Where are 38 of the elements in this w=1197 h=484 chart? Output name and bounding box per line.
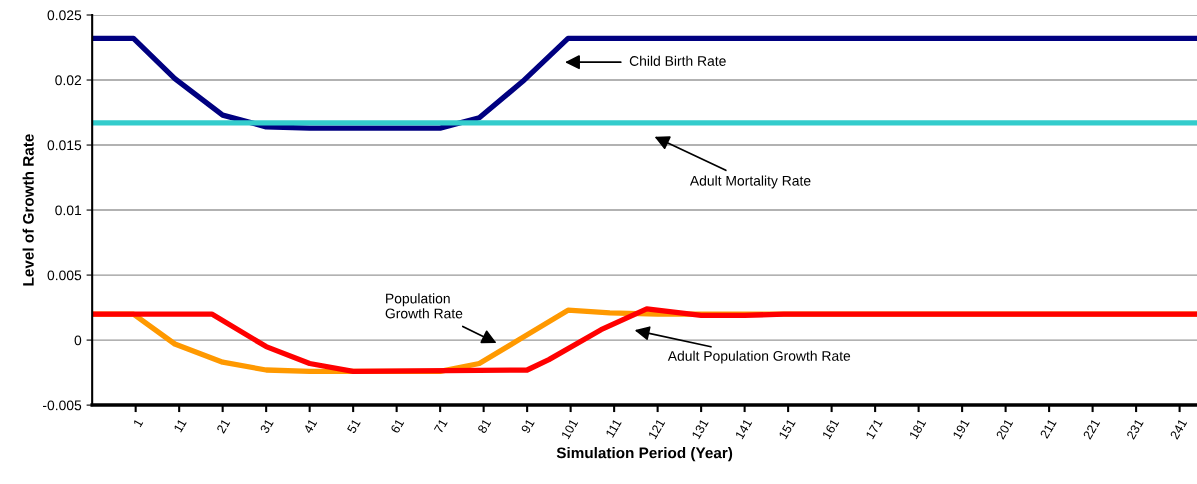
x-tick-label: 1	[133, 418, 144, 428]
x-axis-title: Simulation Period (Year)	[556, 447, 733, 462]
y-tick-label: 0.015	[47, 140, 82, 151]
x-tick-label: 21	[216, 418, 231, 434]
y-axis-title: Level of Growth Rate	[22, 134, 34, 286]
x-tick-label: 221	[1082, 418, 1101, 440]
x-tick-label: 161	[821, 418, 840, 440]
annotation: Adult Population Growth Rate	[667, 350, 851, 364]
y-tick-label: 0	[74, 335, 82, 346]
y-tick-label: 0.005	[47, 270, 82, 281]
x-tick-label: 111	[605, 418, 622, 438]
x-tick-label: 191	[952, 418, 970, 440]
x-tick-label: 211	[1039, 418, 1057, 439]
x-tick-label: 121	[647, 418, 666, 440]
x-tick-label: 171	[865, 418, 883, 440]
x-tick-label: 11	[173, 418, 187, 433]
x-tick-label: 101	[560, 418, 579, 440]
annotation: Population Growth Rate	[385, 293, 463, 319]
annotation: Adult Mortality Rate	[689, 175, 811, 189]
y-tick-label: 0.01	[55, 205, 82, 216]
y-tick-label: -0.005	[42, 400, 82, 411]
x-tick-label: 61	[390, 418, 405, 434]
x-tick-label: 31	[259, 418, 274, 434]
x-tick-label: 91	[520, 418, 535, 434]
x-tick-label: 131	[691, 418, 709, 440]
x-tick-label: 181	[908, 418, 927, 440]
x-tick-label: 81	[477, 418, 492, 434]
x-tick-label: 201	[995, 418, 1014, 440]
y-tick-label: 0.02	[55, 75, 82, 86]
y-tick-label: 0.025	[47, 10, 82, 21]
x-tick-label: 51	[346, 418, 361, 434]
x-tick-label: 231	[1126, 418, 1144, 440]
x-tick-label: 71	[433, 418, 448, 434]
x-tick-label: 141	[735, 418, 753, 440]
x-tick-label: 241	[1169, 418, 1188, 440]
annotation: Child Birth Rate	[629, 55, 726, 66]
x-tick-label: 41	[303, 418, 318, 434]
x-tick-label: 151	[778, 418, 796, 440]
